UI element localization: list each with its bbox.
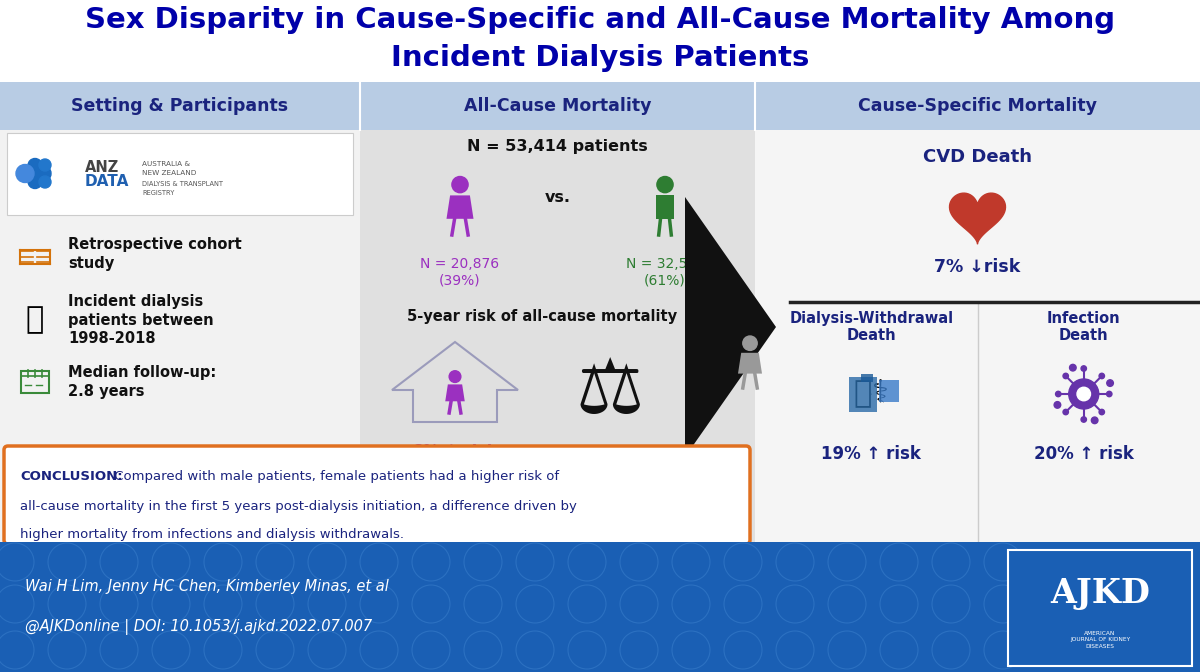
Circle shape	[1076, 387, 1091, 401]
FancyBboxPatch shape	[1008, 550, 1192, 666]
FancyBboxPatch shape	[0, 82, 360, 130]
Text: Infection
Death: Infection Death	[1046, 310, 1121, 343]
Text: CONCLUSION:: CONCLUSION:	[20, 470, 122, 483]
Text: ⚖: ⚖	[576, 355, 644, 429]
Text: Dialysis-Withdrawal
Death: Dialysis-Withdrawal Death	[790, 310, 953, 343]
Circle shape	[1106, 380, 1114, 386]
Polygon shape	[949, 193, 1006, 244]
Polygon shape	[685, 197, 776, 457]
Text: N = 20,876
(39%): N = 20,876 (39%)	[420, 257, 499, 287]
Circle shape	[1063, 409, 1068, 415]
Text: Setting & Participants: Setting & Participants	[72, 97, 288, 115]
Circle shape	[1081, 366, 1086, 371]
Circle shape	[28, 175, 42, 189]
Text: AMERICAN
JOURNAL OF KIDNEY
DISEASES: AMERICAN JOURNAL OF KIDNEY DISEASES	[1070, 631, 1130, 648]
Text: Compared with male patients, female patients had a higher risk of: Compared with male patients, female pati…	[110, 470, 559, 483]
Circle shape	[1091, 417, 1098, 423]
Text: 👥: 👥	[26, 306, 44, 335]
Circle shape	[452, 177, 468, 193]
Text: All-Cause Mortality: All-Cause Mortality	[463, 97, 652, 115]
Text: Wai H Lim, Jenny HC Chen, Kimberley Minas, et al: Wai H Lim, Jenny HC Chen, Kimberley Mina…	[25, 579, 389, 595]
Text: vs.: vs.	[545, 190, 570, 204]
FancyBboxPatch shape	[4, 446, 750, 544]
Text: DATA: DATA	[85, 175, 130, 190]
Circle shape	[38, 159, 50, 171]
Circle shape	[656, 177, 673, 193]
FancyBboxPatch shape	[0, 130, 360, 542]
Text: N = 32,538
(61%): N = 32,538 (61%)	[625, 257, 704, 287]
FancyBboxPatch shape	[850, 377, 877, 412]
Circle shape	[1099, 409, 1104, 415]
Text: Sex Disparity in Cause-Specific and All-Cause Mortality Among: Sex Disparity in Cause-Specific and All-…	[85, 6, 1115, 34]
Text: N = 53,414 patients: N = 53,414 patients	[467, 140, 648, 155]
Text: 5-year risk of all-cause mortality: 5-year risk of all-cause mortality	[408, 310, 678, 325]
Text: Retrospective cohort
study: Retrospective cohort study	[68, 237, 241, 271]
Text: 7% ↓risk: 7% ↓risk	[935, 258, 1021, 276]
Text: Median follow-up:
2.8 years: Median follow-up: 2.8 years	[68, 365, 216, 398]
FancyBboxPatch shape	[7, 133, 353, 215]
FancyBboxPatch shape	[0, 542, 1200, 672]
Text: AUSTRALIA &: AUSTRALIA &	[142, 161, 190, 167]
Text: 20% ↑ risk: 20% ↑ risk	[1034, 445, 1134, 463]
Circle shape	[38, 176, 50, 188]
Text: 🧑‍⚕️: 🧑‍⚕️	[854, 380, 889, 409]
Text: Cause-Specific Mortality: Cause-Specific Mortality	[858, 97, 1097, 115]
Circle shape	[28, 159, 42, 173]
FancyBboxPatch shape	[880, 380, 899, 402]
Text: higher mortality from infections and dialysis withdrawals.: higher mortality from infections and dia…	[20, 528, 404, 541]
Text: 19% ↑ risk: 19% ↑ risk	[821, 445, 922, 463]
Text: all-cause mortality in the first 5 years post-dialysis initiation, a difference : all-cause mortality in the first 5 years…	[20, 500, 577, 513]
Circle shape	[1069, 364, 1076, 371]
Text: ANZ: ANZ	[85, 159, 119, 175]
Text: Incident Dialysis Patients: Incident Dialysis Patients	[391, 44, 809, 72]
Text: AJKD: AJKD	[1050, 577, 1150, 610]
Circle shape	[449, 371, 461, 382]
Text: CVD Death: CVD Death	[923, 148, 1032, 166]
Text: 6% ↑ risk: 6% ↑ risk	[413, 444, 498, 460]
Circle shape	[1054, 402, 1061, 408]
Circle shape	[1063, 373, 1068, 378]
Circle shape	[1081, 417, 1086, 422]
Circle shape	[743, 336, 757, 350]
Circle shape	[1069, 379, 1099, 409]
Text: @AJKDonline | DOI: 10.1053/j.ajkd.2022.07.007: @AJKDonline | DOI: 10.1053/j.ajkd.2022.0…	[25, 619, 372, 635]
Text: REGISTRY: REGISTRY	[142, 190, 174, 196]
Polygon shape	[446, 196, 474, 219]
Circle shape	[16, 165, 34, 183]
Text: NEW ZEALAND: NEW ZEALAND	[142, 170, 197, 176]
Circle shape	[1099, 373, 1104, 378]
Circle shape	[1106, 391, 1112, 396]
Text: Incident dialysis
patients between
1998-2018: Incident dialysis patients between 1998-…	[68, 294, 214, 346]
Circle shape	[34, 165, 50, 183]
Circle shape	[1056, 391, 1061, 396]
Polygon shape	[445, 384, 464, 401]
FancyBboxPatch shape	[862, 374, 874, 382]
FancyBboxPatch shape	[755, 130, 1200, 542]
Polygon shape	[738, 353, 762, 374]
FancyBboxPatch shape	[360, 82, 755, 130]
Text: DIALYSIS & TRANSPLANT: DIALYSIS & TRANSPLANT	[142, 181, 223, 187]
Polygon shape	[656, 196, 674, 219]
FancyBboxPatch shape	[360, 130, 755, 542]
FancyBboxPatch shape	[755, 82, 1200, 130]
